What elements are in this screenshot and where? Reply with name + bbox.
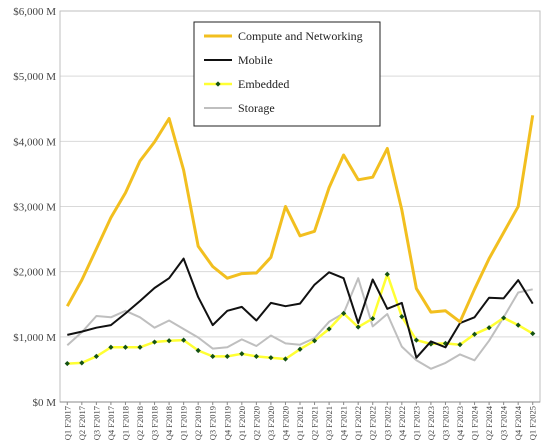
data-point bbox=[253, 353, 259, 359]
data-point bbox=[122, 344, 129, 350]
series-line bbox=[65, 115, 535, 324]
data-point bbox=[370, 315, 376, 322]
x-tick-label: Q3 F2024 bbox=[499, 405, 509, 440]
series-storage bbox=[66, 277, 533, 370]
legend-label: Compute and Networking bbox=[238, 29, 363, 43]
x-tick-label: Q1 F2023 bbox=[411, 406, 421, 440]
legend-marker bbox=[215, 81, 221, 87]
data-point bbox=[515, 322, 521, 328]
data-point bbox=[297, 346, 303, 352]
series-line bbox=[66, 277, 533, 370]
x-tick-label: Q4 F2017 bbox=[106, 406, 116, 440]
data-point bbox=[224, 353, 230, 359]
x-tick-label: Q3 F2020 bbox=[266, 406, 276, 440]
x-axis-tick-labels: Q1 F2017 Q2 F2017 Q3 F2017 Q4 F2017 Q1 F2018… bbox=[62, 405, 537, 440]
y-tick-label: $2,000 M bbox=[13, 267, 56, 279]
data-point bbox=[195, 347, 201, 354]
data-point bbox=[457, 342, 463, 348]
x-tick-label: Q2 F2022 bbox=[368, 406, 378, 440]
y-tick-label: $4,000 M bbox=[13, 136, 56, 148]
x-tick-label: Q3 F2021 bbox=[324, 406, 334, 440]
legend-item: Storage bbox=[204, 101, 275, 115]
x-tick-label: Q4 F2019 bbox=[222, 406, 232, 440]
y-tick-label: $1,000 M bbox=[13, 332, 56, 344]
data-point bbox=[210, 353, 216, 359]
data-point bbox=[239, 351, 245, 357]
x-tick-label: Q3 F2017 bbox=[91, 406, 101, 440]
data-point bbox=[108, 344, 114, 350]
data-point bbox=[413, 337, 419, 343]
legend: Compute and Networking Mobile Embedded Stor… bbox=[193, 21, 381, 127]
legend-label: Embedded bbox=[238, 77, 289, 91]
x-tick-label: Q4 F2018 bbox=[164, 406, 174, 440]
x-tick-label: Q1 F2024 bbox=[470, 405, 480, 440]
x-tick-label: Q1 F2022 bbox=[353, 406, 363, 440]
x-tick-label: Q1 F2019 bbox=[179, 406, 189, 440]
x-tick-label: Q2 F2019 bbox=[193, 406, 203, 440]
x-tick-label: Q4 F2023 bbox=[455, 406, 465, 440]
y-tick-label: $3,000 M bbox=[13, 202, 56, 214]
data-point bbox=[341, 310, 347, 316]
data-point bbox=[137, 344, 143, 350]
x-tick-label: Q4 F2024 bbox=[513, 405, 523, 440]
data-point bbox=[166, 338, 172, 344]
data-point bbox=[384, 271, 390, 277]
series-layer bbox=[64, 115, 536, 370]
data-point bbox=[355, 324, 361, 330]
series-line bbox=[67, 257, 534, 359]
series-mobile bbox=[67, 257, 534, 359]
series-compute-and-networking bbox=[65, 115, 535, 324]
data-point bbox=[530, 330, 536, 337]
x-tick-label: Q3 F2022 bbox=[382, 406, 392, 440]
x-tick-label: Q4 F2020 bbox=[280, 406, 290, 440]
data-point bbox=[442, 340, 449, 346]
legend-label: Mobile bbox=[238, 53, 273, 67]
data-point bbox=[181, 337, 187, 343]
data-point bbox=[486, 325, 492, 331]
data-point bbox=[93, 353, 99, 359]
data-point bbox=[311, 338, 318, 344]
legend-item: Embedded bbox=[204, 77, 289, 91]
x-tick-label: Q2 F2017 bbox=[77, 406, 87, 440]
axes bbox=[59, 10, 541, 405]
data-point bbox=[268, 355, 274, 361]
data-point bbox=[64, 360, 70, 367]
legend-item: Mobile bbox=[204, 53, 273, 67]
x-tick-label: Q1 F2020 bbox=[237, 406, 247, 440]
x-tick-label: Q2 F2021 bbox=[310, 406, 320, 440]
x-tick-label: Q2 F2023 bbox=[426, 406, 436, 440]
data-point bbox=[471, 331, 478, 337]
x-tick-label: Q1 F2018 bbox=[120, 406, 130, 440]
data-point bbox=[282, 356, 289, 362]
y-tick-label: $6,000 M bbox=[13, 6, 56, 18]
x-tick-label: Q3 F2023 bbox=[440, 406, 450, 440]
x-tick-label: Q1 F2025 bbox=[528, 406, 538, 440]
legend-item: Compute and Networking bbox=[204, 29, 363, 43]
y-tick-label: $0 M bbox=[32, 397, 56, 409]
legend-label: Storage bbox=[238, 101, 275, 115]
x-tick-label: Q2 F2024 bbox=[484, 405, 494, 440]
x-tick-label: Q4 F2021 bbox=[339, 406, 349, 440]
x-tick-label: Q2 F2020 bbox=[251, 406, 261, 440]
y-tick-label: $5,000 M bbox=[13, 71, 56, 83]
data-point bbox=[151, 339, 158, 345]
y-axis-tick-labels: $0 M $1,000 M $2,000 M $3,000 M $4,000 M $5,0… bbox=[13, 6, 56, 409]
data-point bbox=[501, 315, 507, 321]
data-point bbox=[79, 360, 85, 366]
data-point bbox=[326, 326, 332, 332]
x-tick-label: Q4 F2022 bbox=[397, 406, 407, 440]
x-tick-label: Q1 F2021 bbox=[295, 406, 305, 440]
x-tick-label: Q3 F2019 bbox=[208, 406, 218, 440]
x-tick-label: Q2 F2018 bbox=[135, 406, 145, 440]
x-tick-label: Q1 F2017 bbox=[62, 406, 72, 440]
x-tick-label: Q3 F2018 bbox=[150, 406, 160, 440]
data-point bbox=[399, 314, 405, 320]
data-point bbox=[428, 341, 434, 347]
series-embedded bbox=[64, 271, 536, 367]
